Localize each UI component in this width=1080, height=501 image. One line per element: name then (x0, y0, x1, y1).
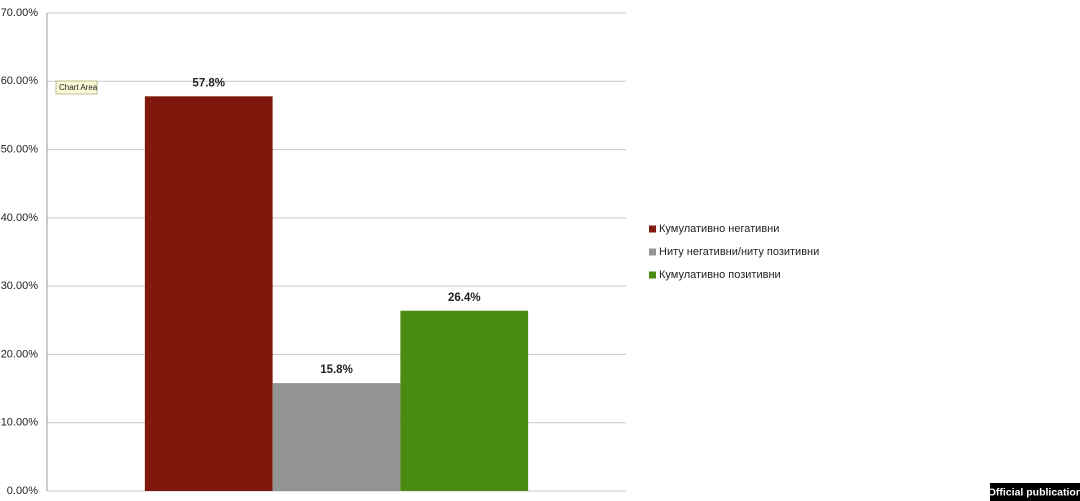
legend-swatch (649, 225, 656, 233)
data-label: 15.8% (320, 364, 353, 376)
badge-box (990, 483, 1080, 501)
data-label: 26.4% (448, 292, 481, 304)
y-tick-label: 10.00% (1, 417, 39, 429)
bar (400, 310, 529, 491)
y-tick-label: 60.00% (1, 75, 39, 87)
y-tick-label: 0.00% (7, 485, 38, 497)
legend-label: Кумулативно негативни (659, 223, 779, 235)
y-tick-label: 50.00% (1, 143, 39, 155)
y-tick-label: 20.00% (1, 348, 39, 360)
tooltip-box (55, 80, 98, 95)
y-tick-label: 30.00% (1, 280, 39, 292)
data-label: 57.8% (192, 77, 225, 89)
bar (144, 96, 273, 492)
badge: Official publication (988, 486, 1080, 498)
legend-label: Кумулативно позитивни (659, 269, 781, 281)
tooltip: Chart Area (59, 83, 98, 92)
y-tick-label: 70.00% (1, 7, 39, 19)
y-tick-label: 40.00% (1, 212, 39, 224)
legend-swatch (649, 271, 656, 279)
legend-label: Ниту негативни/ниту позитивни (659, 246, 819, 258)
bar (272, 383, 401, 491)
legend-swatch (649, 248, 656, 256)
